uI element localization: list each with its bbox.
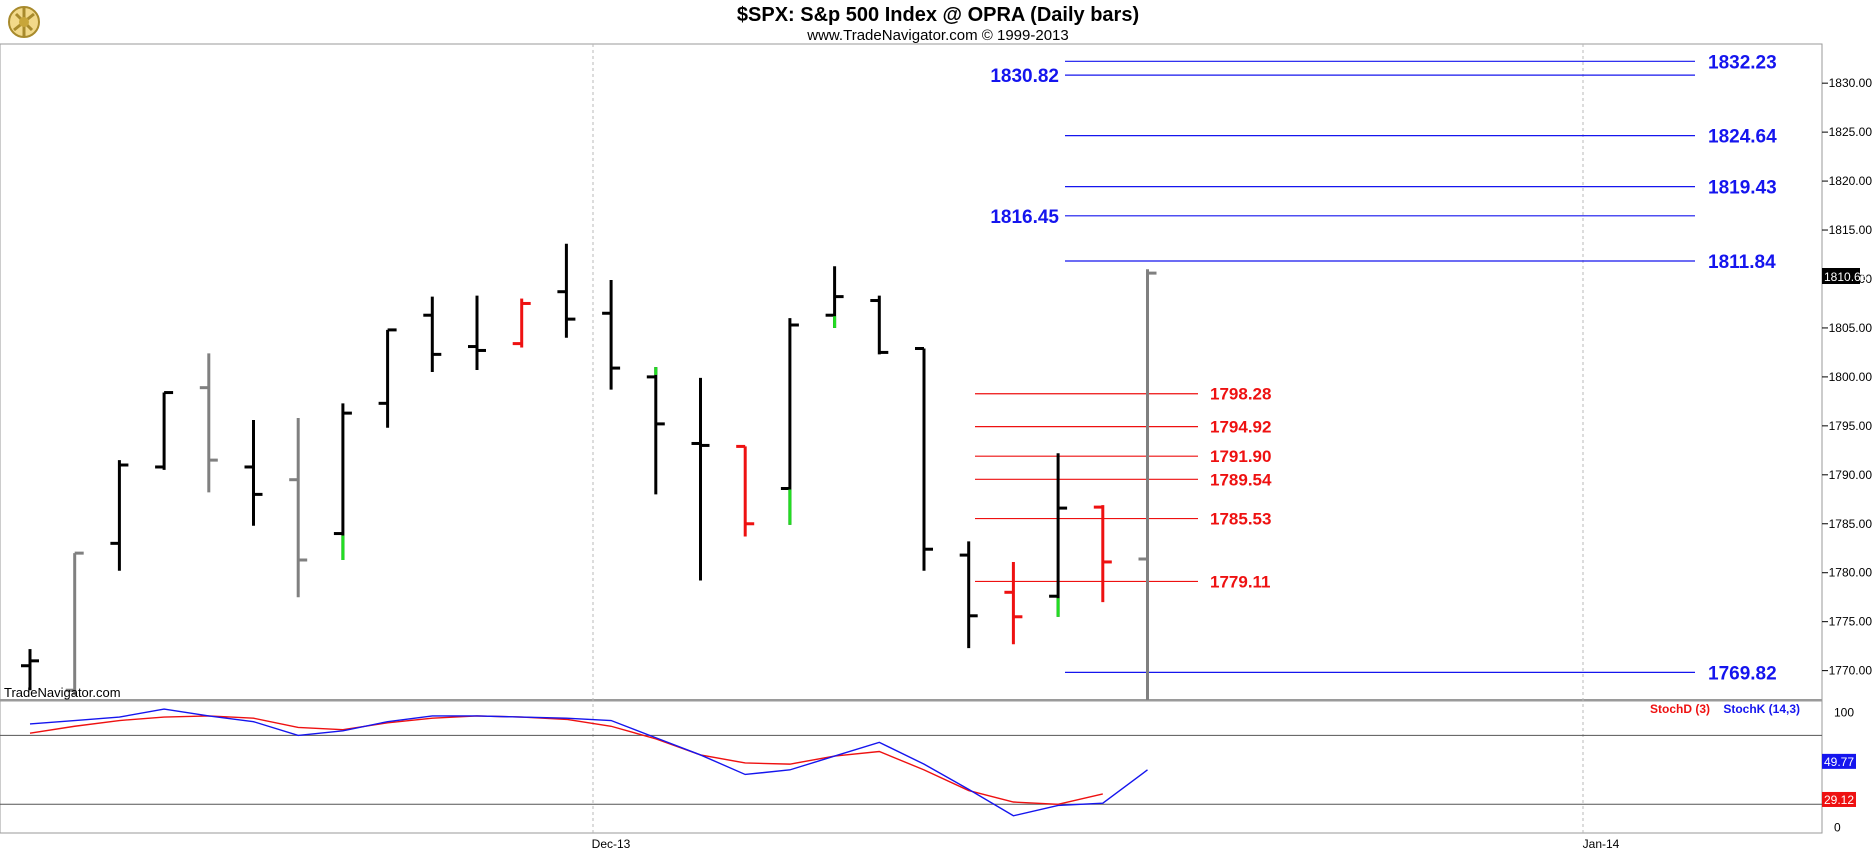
level-label-red: 1798.28 <box>1210 385 1271 404</box>
ohlc-bar <box>199 353 218 493</box>
level-label-blue: 1769.82 <box>1708 663 1777 684</box>
level-label-blue: 1830.82 <box>990 66 1059 87</box>
y-tick-label: 1790.00 <box>1829 468 1873 482</box>
y-tick-label: 1820.00 <box>1829 174 1873 188</box>
stoch-k-value-label: 49.77 <box>1824 755 1854 769</box>
level-label-red: 1779.11 <box>1210 572 1271 591</box>
ohlc-bar <box>378 328 397 428</box>
stoch-d-value-tag <box>1822 791 1856 807</box>
stochastic-panel <box>0 700 1823 834</box>
y-tick-label: 1805.00 <box>1829 321 1873 335</box>
y-tick-label: 1785.00 <box>1829 517 1873 531</box>
level-label-red: 1789.54 <box>1210 470 1272 489</box>
ohlc-bar <box>110 460 129 571</box>
level-label-red: 1785.53 <box>1210 510 1271 529</box>
stoch-d-value-label: 29.12 <box>1824 793 1854 807</box>
ohlc-bar <box>915 347 933 571</box>
ohlc-bar <box>1049 453 1068 617</box>
ohlc-bar <box>155 391 174 470</box>
y-tick-label: 1775.00 <box>1829 615 1873 629</box>
level-lines: 1830.82 1816.45 1832.23 1824.64 1819.43 1811.… <box>975 52 1777 684</box>
chart-subtitle: www.TradeNavigator.com © 1999-2013 <box>806 27 1068 44</box>
x-tick-label: Jan-14 <box>1583 837 1620 851</box>
chart-title: $SPX: S&p 500 Index @ OPRA (Daily bars) <box>737 4 1139 26</box>
header-band <box>0 0 1876 44</box>
y-tick-label: 1815.00 <box>1829 223 1873 237</box>
ohlc-bar <box>512 298 531 348</box>
ohlc-bar <box>602 279 621 390</box>
y-tick-label: 1825.00 <box>1829 125 1873 139</box>
date-axis: Dec-13 Jan-14 <box>592 837 1620 851</box>
ohlc-bar <box>870 295 889 355</box>
last-price-tag <box>1822 268 1860 284</box>
last-price-tag-label: 1810.65 <box>1824 270 1868 284</box>
ohlc-bar <box>646 367 665 495</box>
stoch-k-line <box>29 708 1148 817</box>
level-label-red: 1791.90 <box>1210 447 1271 466</box>
y-tick-label: 1830.00 <box>1829 76 1873 90</box>
ohlc-bar <box>780 318 799 525</box>
ohlc-bar <box>423 296 442 372</box>
ohlc-bar <box>289 418 308 598</box>
level-label-red: 1794.92 <box>1210 418 1271 437</box>
price-axis: 1830.001825.001820.001815.001810.001805.… <box>1822 76 1872 834</box>
stoch-k-value-tag <box>1822 753 1856 769</box>
level-label-blue: 1824.64 <box>1708 127 1777 148</box>
ohlc-bar <box>959 541 978 649</box>
ohlc-bar <box>468 295 486 371</box>
ohlc-bar <box>244 419 263 526</box>
watermark: TradeNavigator.com <box>4 685 121 700</box>
ohlc-bar <box>65 551 84 696</box>
stoch-y-tick-label: 100 <box>1834 705 1854 719</box>
y-tick-label: 1795.00 <box>1829 419 1873 433</box>
x-tick-label: Dec-13 <box>592 837 631 851</box>
ohlc-bar <box>1004 561 1023 645</box>
ohlc-bar <box>1093 505 1112 603</box>
level-label-blue: 1811.84 <box>1708 252 1776 273</box>
stochastic-lines: 29.12 49.77 <box>29 708 1856 817</box>
stoch-y-tick-label: 0 <box>1834 820 1841 834</box>
ohlc-bar <box>736 444 755 537</box>
level-label-blue: 1816.45 <box>990 207 1059 228</box>
ohlc-bar <box>557 243 576 338</box>
ohlc-bar <box>825 266 844 328</box>
price-panel <box>0 43 1823 701</box>
legend-stoch-k: StochK (14,3) <box>1723 702 1800 716</box>
level-label-blue: 1819.43 <box>1708 178 1777 199</box>
ohlc-bar <box>21 649 39 691</box>
y-tick-label: 1800.00 <box>1829 370 1873 384</box>
legend-stoch-d: StochD (3) <box>1650 702 1710 716</box>
ohlc-bar <box>1138 269 1157 700</box>
trade-navigator-logo-icon <box>8 6 40 38</box>
ohlc-bars <box>21 243 1157 700</box>
y-tick-label: 1780.00 <box>1829 566 1873 580</box>
level-label-blue: 1832.23 <box>1708 52 1777 73</box>
ohlc-bar <box>691 377 710 581</box>
y-tick-label: 1770.00 <box>1829 664 1873 678</box>
ohlc-bar <box>333 403 352 560</box>
